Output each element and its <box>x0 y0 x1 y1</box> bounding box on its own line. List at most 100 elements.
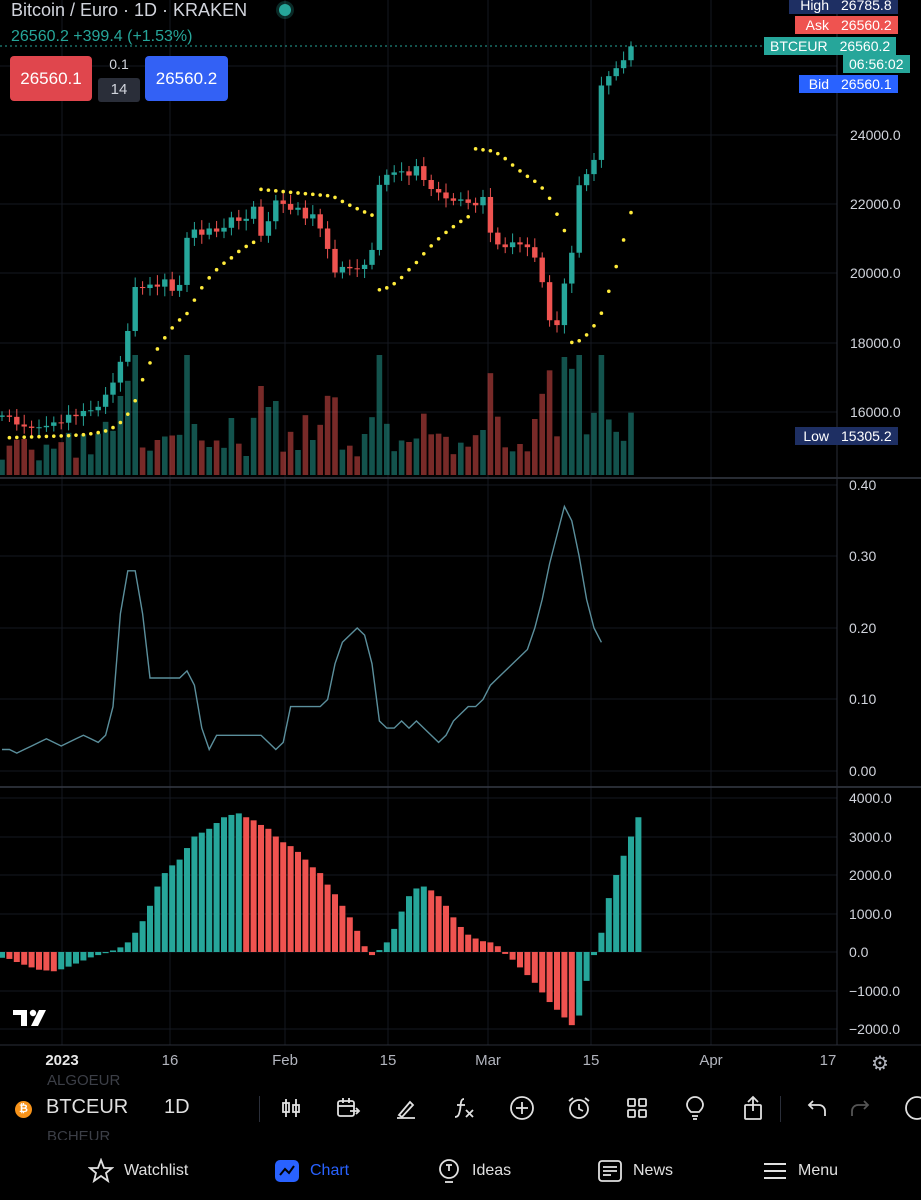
ideas-bulb-icon[interactable] <box>680 1093 710 1123</box>
candle-body <box>236 217 242 221</box>
indicators-icon[interactable] <box>449 1093 479 1123</box>
candle-body <box>310 214 316 219</box>
layout-icon[interactable] <box>622 1093 652 1123</box>
candle-body <box>628 46 634 61</box>
candle-body <box>287 203 294 210</box>
undo-icon[interactable] <box>802 1093 832 1123</box>
share-icon[interactable] <box>738 1093 768 1123</box>
candle-body <box>509 242 516 248</box>
fullscreen-icon[interactable] <box>899 1093 921 1123</box>
macd-axis-label: −1000.0 <box>849 983 900 999</box>
chart-settings-gear-icon[interactable]: ⚙ <box>871 1053 889 1075</box>
nav-chart[interactable]: Chart <box>274 1157 349 1185</box>
nav-ideas[interactable]: Ideas <box>436 1157 511 1185</box>
candle-body <box>295 207 301 210</box>
time-axis-label: Apr <box>699 1052 723 1069</box>
sar-dot <box>81 432 86 437</box>
sar-dot <box>518 169 522 173</box>
candle-body <box>228 217 235 228</box>
candle-body <box>95 406 101 411</box>
volume-bar <box>88 454 94 475</box>
candle-body <box>546 282 553 321</box>
candle-body <box>14 416 20 425</box>
macd-axis-label: −2000.0 <box>849 1021 900 1037</box>
nav-menu[interactable]: Menu <box>762 1157 838 1185</box>
sar-dot <box>288 190 293 195</box>
candle-body <box>102 394 109 407</box>
histogram-bar <box>147 905 153 952</box>
candle-body <box>110 382 116 395</box>
add-icon[interactable] <box>507 1093 537 1123</box>
volume-bar <box>295 450 301 475</box>
time-axis-label: 15 <box>582 1052 600 1069</box>
sar-dot <box>414 260 419 265</box>
sar-dot <box>96 430 100 435</box>
interval-selector[interactable]: 1D <box>164 1096 190 1118</box>
candle-body <box>583 174 590 186</box>
candle-body <box>58 422 64 424</box>
volume-bar <box>391 451 397 475</box>
histogram-bar <box>346 917 353 952</box>
spread-value: 0.1 <box>109 56 129 72</box>
alert-icon[interactable] <box>564 1093 594 1123</box>
sar-dot <box>540 186 544 190</box>
candle-body <box>28 426 35 428</box>
histogram-bar <box>228 814 235 952</box>
bar-countdown: 06:56:02 <box>843 55 910 73</box>
draw-icon[interactable] <box>391 1093 421 1123</box>
chart-canvas[interactable] <box>0 0 921 1080</box>
sar-dot <box>607 289 611 294</box>
nav-news[interactable]: News <box>597 1157 673 1185</box>
sar-dot <box>148 361 152 365</box>
sar-dot <box>392 281 397 286</box>
histogram-bar <box>539 952 546 993</box>
volume-bar <box>95 433 101 475</box>
histogram-bar <box>457 926 464 952</box>
candle-body <box>125 330 131 362</box>
candles-icon[interactable] <box>276 1093 306 1123</box>
volume-bar <box>450 454 457 475</box>
sar-dot <box>592 323 596 328</box>
nav-watchlist[interactable]: Watchlist <box>88 1157 188 1185</box>
histogram-bar <box>502 952 509 954</box>
volume-bar <box>243 456 249 475</box>
osc-axis-label: 0.00 <box>849 763 877 779</box>
volume-bar <box>28 449 35 475</box>
sar-dot <box>177 318 182 322</box>
histogram-bar <box>620 855 627 952</box>
volume-bar <box>65 432 72 475</box>
sar-dot <box>251 240 256 245</box>
sell-button[interactable]: 26560.1 <box>10 56 92 101</box>
volume-bar <box>332 397 338 475</box>
volume-bar <box>613 431 619 475</box>
sar-dot <box>525 174 530 179</box>
histogram-bar <box>309 867 316 952</box>
histogram-bar <box>191 836 198 952</box>
candle-body <box>332 248 338 273</box>
sar-dot <box>274 189 278 193</box>
volume-bar <box>628 412 634 475</box>
sar-dot <box>229 256 234 260</box>
sar-dot <box>503 156 508 161</box>
buy-button[interactable]: 26560.2 <box>145 56 228 101</box>
sar-dot <box>200 285 204 290</box>
sar-dot <box>629 210 633 215</box>
redo-icon[interactable] <box>845 1093 875 1123</box>
volume-bar <box>324 395 331 475</box>
volume-bar <box>191 424 198 475</box>
sar-dot <box>362 210 367 214</box>
hamburger-menu-icon <box>764 1163 786 1179</box>
candle-body <box>561 283 568 326</box>
volume-bar <box>0 459 5 475</box>
nav-chart-label: Chart <box>310 1162 350 1179</box>
histogram-bar <box>546 952 553 1003</box>
sar-dot <box>451 224 456 229</box>
candle-body <box>539 257 545 283</box>
compare-icon[interactable] <box>333 1093 363 1123</box>
quantity-field[interactable]: 14 <box>98 78 140 102</box>
volume-bar <box>428 434 434 475</box>
symbol-selector[interactable]: BTCEUR <box>46 1096 129 1118</box>
histogram-bar <box>635 817 642 952</box>
candle-body <box>384 174 390 185</box>
candle-body <box>191 229 198 238</box>
